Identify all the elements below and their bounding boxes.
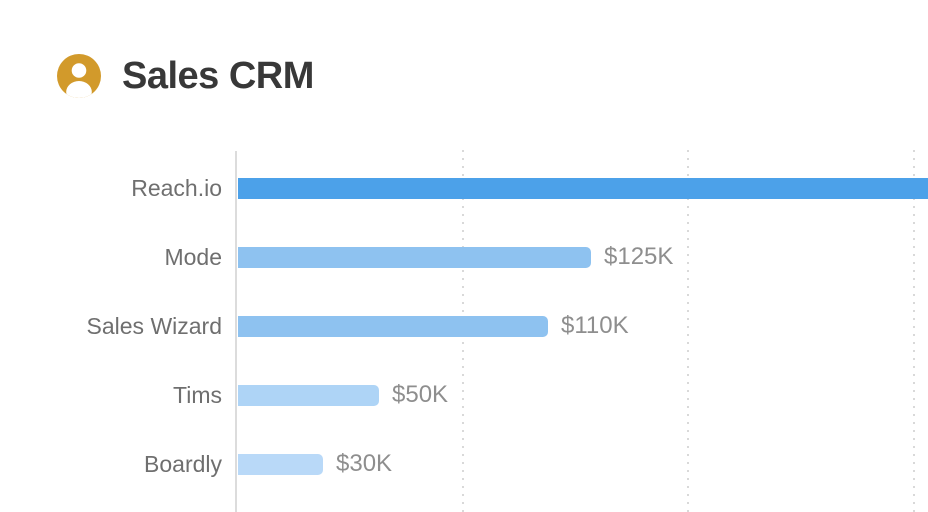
chart-row: Mode $125K bbox=[0, 243, 928, 271]
category-label: Tims bbox=[173, 381, 222, 408]
header: Sales CRM bbox=[57, 54, 314, 98]
bar bbox=[238, 315, 548, 337]
chart-row: Tims $50K bbox=[0, 381, 928, 409]
bar bbox=[238, 246, 591, 268]
bar bbox=[238, 384, 379, 406]
bar bbox=[238, 453, 323, 475]
category-label: Boardly bbox=[144, 450, 222, 477]
chart-row: Boardly $30K bbox=[0, 450, 928, 478]
value-label: $30K bbox=[336, 450, 393, 477]
avatar-head bbox=[71, 63, 87, 78]
value-label: $125K bbox=[604, 243, 674, 270]
chart-row: Sales Wizard $110K bbox=[0, 312, 928, 340]
y-axis-line bbox=[235, 151, 237, 512]
gridline bbox=[913, 150, 915, 512]
user-avatar-icon bbox=[57, 54, 101, 98]
chart-row: Reach.io bbox=[0, 174, 928, 202]
bar bbox=[238, 177, 928, 199]
category-label: Sales Wizard bbox=[86, 312, 222, 339]
page-title: Sales CRM bbox=[122, 55, 314, 97]
category-label: Reach.io bbox=[131, 174, 222, 201]
gridline bbox=[687, 150, 689, 512]
value-label: $50K bbox=[392, 381, 449, 408]
category-label: Mode bbox=[164, 243, 222, 270]
value-label: $110K bbox=[561, 312, 629, 339]
